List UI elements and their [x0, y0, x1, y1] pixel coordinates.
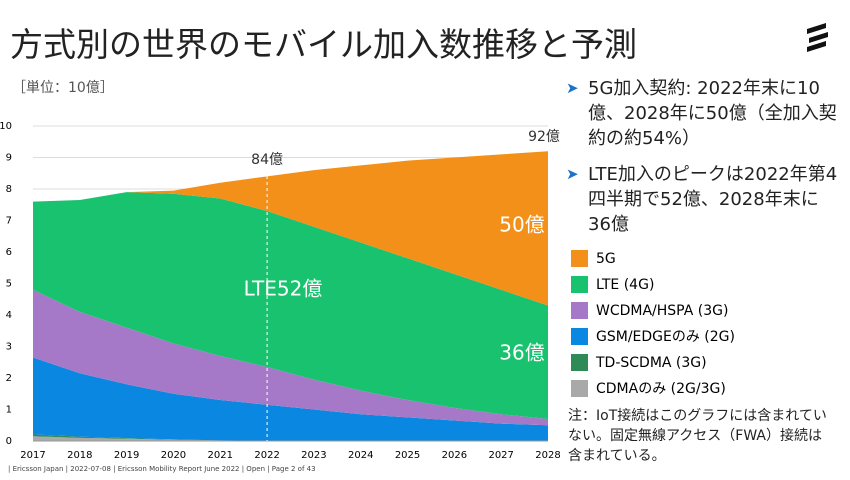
bullet: LTE加入のピークは2022年第4四半期で52億、2028年末に36億: [566, 162, 838, 237]
x-tick-label: 2020: [161, 450, 186, 461]
y-tick-label: 0: [6, 436, 12, 447]
legend-swatch: [571, 276, 588, 293]
area: [33, 151, 548, 306]
legend-swatch: [571, 380, 588, 397]
area: [33, 434, 548, 441]
x-tick-label: 2024: [348, 450, 373, 461]
x-tick-label: 2022: [254, 450, 279, 461]
y-tick-label: 5: [6, 279, 12, 290]
area: [33, 436, 548, 441]
area: [33, 289, 548, 426]
note: 注：IoT接続はこのグラフには含まれていない。固定無線アクセス（FWA）接続は含…: [568, 408, 827, 464]
legend-label: WCDMA/HSPA (3G): [596, 303, 728, 319]
y-tick-label: 6: [6, 247, 12, 258]
bullet: 5G加入契約: 2022年末に10億、2028年に50億（全加入契約の約54%）: [566, 76, 838, 151]
annotation: 36億: [499, 341, 544, 365]
footer: | Ericsson Japan | 2022-07-08 | Ericsson…: [8, 465, 316, 473]
x-tick-label: 2017: [20, 450, 45, 461]
x-tick-label: 2023: [301, 450, 326, 461]
x-tick-label: 2026: [442, 450, 467, 461]
y-tick-label: 10: [0, 121, 12, 132]
legend-label: CDMAのみ (2G/3G): [596, 381, 726, 397]
x-tick-label: 2018: [67, 450, 92, 461]
legend-label: TD-SCDMA (3G): [595, 355, 707, 371]
legend-label: 5G: [596, 251, 616, 267]
x-tick-label: 2019: [114, 450, 139, 461]
y-tick-label: 3: [6, 342, 12, 353]
annotation: LTE52億: [244, 277, 323, 301]
x-tick-label: 2028: [535, 450, 560, 461]
y-tick-label: 8: [6, 184, 12, 195]
y-tick-label: 2: [6, 373, 12, 384]
y-tick-label: 1: [6, 405, 12, 416]
area: [33, 357, 548, 441]
y-tick-label: 4: [6, 310, 12, 321]
x-tick-label: 2021: [208, 450, 233, 461]
x-tick-label: 2027: [488, 450, 513, 461]
legend-label: GSM/EDGEのみ (2G): [596, 329, 735, 345]
legend-swatch: [571, 328, 588, 345]
legend-swatch: [571, 302, 588, 319]
unit-label: ［単位：10億］: [12, 80, 114, 96]
y-tick-label: 7: [6, 216, 12, 227]
area: [33, 192, 548, 419]
y-tick-label: 9: [6, 153, 12, 164]
x-tick-label: 2025: [395, 450, 420, 461]
legend-swatch: [571, 250, 588, 267]
annotation: 84億: [251, 152, 283, 168]
slide-title: 方式別の世界のモバイル加入数推移と予測: [10, 25, 637, 64]
ericsson-logo: [807, 23, 828, 52]
annotation: 50億: [499, 213, 544, 237]
annotation: 92億: [528, 129, 560, 145]
legend-label: LTE (4G): [596, 277, 654, 293]
legend-swatch: [571, 354, 588, 371]
